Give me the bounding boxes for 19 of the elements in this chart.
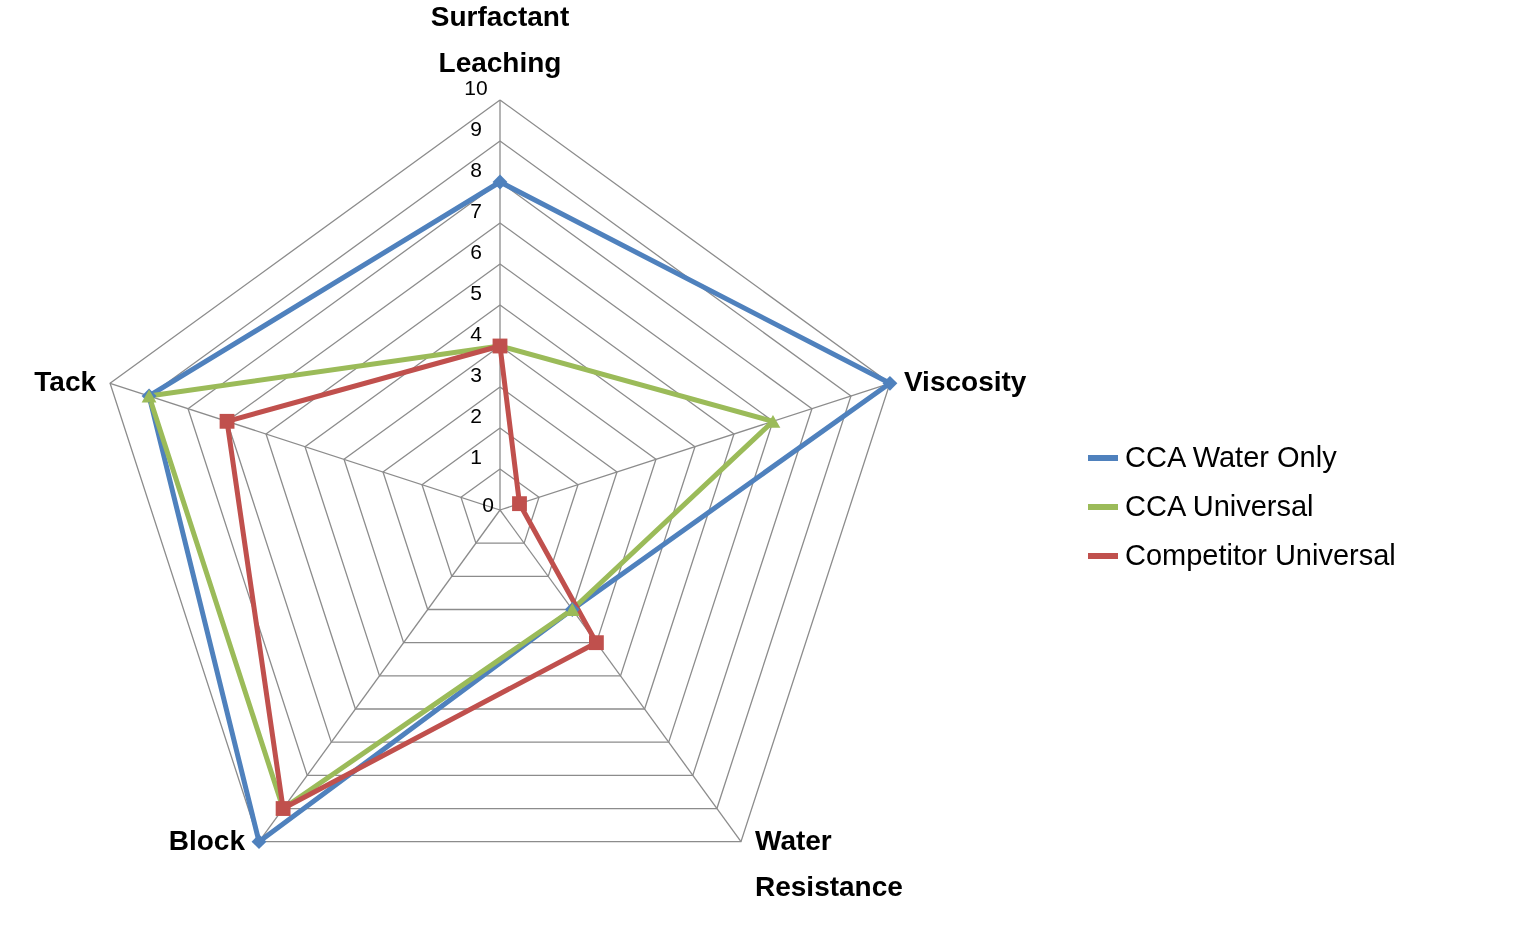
spoke-label: Water Resistance [754,824,903,902]
y-tick-label: 9 [470,117,482,140]
y-tick-label: 4 [470,322,483,345]
spoke-label: Tack [34,366,97,398]
legend-label: CCA Water Only [1125,441,1338,473]
y-tick-label: 6 [470,240,482,263]
y-tick-label: 5 [470,281,482,304]
y-tick-label: 2 [470,404,482,427]
legend-label: Competitor Universal [1125,539,1396,571]
spoke-label: Surfactant Leaching [430,1,570,78]
y-tick-label: 0 [482,493,494,516]
y-tick-label: 3 [470,363,482,386]
legend-label: CCA Universal [1125,490,1314,522]
y-tick-label: 7 [470,199,482,222]
y-tick-label: 1 [470,445,482,468]
spoke-label: Block [168,824,246,856]
spoke-label: Viscosity [903,366,1027,398]
y-tick-label: 10 [464,76,488,99]
y-tick-label: 8 [470,158,482,181]
